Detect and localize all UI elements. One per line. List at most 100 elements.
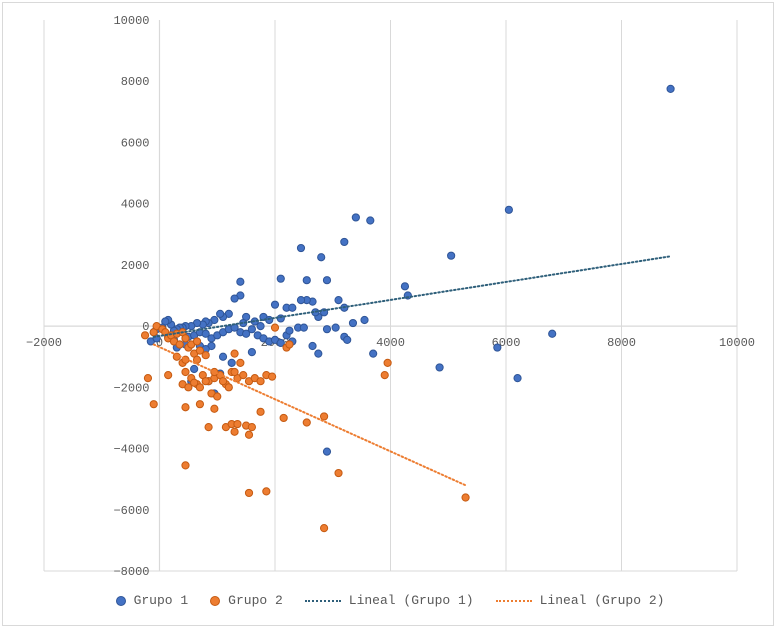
grupo-2-point bbox=[233, 419, 242, 429]
grupo-1-point bbox=[435, 363, 444, 372]
grupo-2-point bbox=[285, 340, 294, 349]
grupo-1-point bbox=[247, 348, 256, 357]
grupo-1-point bbox=[334, 295, 343, 305]
grupo-1-point bbox=[322, 325, 332, 334]
grupo-2-point bbox=[239, 370, 248, 380]
grupo-1-point bbox=[230, 294, 239, 303]
grupo-2-point bbox=[224, 383, 233, 392]
grupo-2-point bbox=[218, 377, 228, 386]
scatter-plot: −2000 0 2000 4000 6000 8000 10000 −8000 −6000 −40… bbox=[26, 14, 755, 579]
trendline-1 bbox=[152, 255, 672, 338]
grupo-2-point bbox=[181, 403, 190, 412]
grupo-2-point bbox=[181, 334, 190, 343]
grupo-2-point bbox=[192, 337, 202, 346]
grupo-1-point bbox=[270, 300, 280, 309]
grupo-1-point bbox=[343, 335, 352, 344]
y-tick-label: 2000 bbox=[121, 259, 150, 273]
legend-label-lineal-grupo-2: Lineal (Grupo 2) bbox=[539, 593, 665, 608]
y-tick-label: 8000 bbox=[121, 75, 150, 89]
grupo-2-point bbox=[383, 358, 392, 367]
x-tick-label: 0 bbox=[156, 336, 163, 350]
grupo-1-point bbox=[447, 251, 456, 260]
y-tick-label: −8000 bbox=[113, 565, 149, 579]
grupo-2-point bbox=[268, 372, 277, 381]
grupo-2-point bbox=[279, 413, 288, 423]
grupo-2-point bbox=[149, 400, 158, 409]
grupo-2-point bbox=[334, 468, 343, 478]
grupo-2-point bbox=[236, 358, 245, 367]
grupo-2-point bbox=[213, 392, 222, 401]
grupo-1-point bbox=[276, 314, 285, 323]
y-tick-label: −2000 bbox=[113, 381, 149, 395]
grupo-2-point bbox=[380, 370, 389, 380]
legend: Grupo 1 Grupo 2 Lineal (Grupo 1) Lineal … bbox=[0, 593, 780, 608]
grupo-1-point bbox=[348, 318, 358, 328]
y-tick-label: −4000 bbox=[113, 443, 149, 457]
grupo-2-point bbox=[244, 488, 254, 498]
grupo-1-point bbox=[236, 277, 245, 286]
grupo-1-point bbox=[242, 329, 251, 338]
grupo-2-point bbox=[195, 346, 205, 355]
grupo-2-point bbox=[230, 427, 239, 436]
grupo-2-point bbox=[140, 331, 150, 340]
grupo-1-point bbox=[360, 315, 369, 325]
grupo-2-point bbox=[256, 407, 265, 416]
grupo-1-point bbox=[201, 329, 210, 338]
x-tick-label: −2000 bbox=[26, 336, 62, 350]
grupo-2-point bbox=[262, 487, 271, 496]
grupo-1-point bbox=[288, 303, 297, 312]
grupo-1-point bbox=[256, 322, 265, 331]
grupo-1-point bbox=[227, 358, 236, 367]
grupo-2-point bbox=[164, 370, 173, 380]
grupo-1-point bbox=[299, 323, 308, 332]
grupo-1-point bbox=[296, 243, 306, 253]
grupo-1-point bbox=[340, 237, 349, 247]
grupo-1-point bbox=[308, 341, 317, 351]
grupo-2-point bbox=[201, 351, 210, 360]
trendline-2-swatch-icon bbox=[495, 599, 532, 602]
grupo-1-point bbox=[366, 216, 375, 225]
grupo-1-point bbox=[351, 213, 360, 222]
grupo-1-point bbox=[369, 349, 378, 358]
grupo-2-point bbox=[184, 383, 193, 392]
x-tick-label: 10000 bbox=[719, 336, 755, 350]
legend-item-grupo-1[interactable]: Grupo 1 bbox=[115, 593, 189, 608]
grupo-1-point bbox=[493, 343, 502, 352]
grupo-2-point bbox=[270, 323, 280, 332]
y-tick-label: 6000 bbox=[121, 136, 150, 150]
grupo-1-point bbox=[265, 315, 274, 325]
grupo-2-point bbox=[319, 524, 329, 533]
grupo-1-marker-icon bbox=[115, 595, 126, 606]
x-tick-label: 8000 bbox=[607, 336, 636, 350]
grupo-2-point bbox=[181, 461, 190, 470]
grupo-2-point bbox=[195, 400, 205, 409]
grupo-2-point bbox=[256, 377, 265, 386]
legend-item-lineal-grupo-2[interactable]: Lineal (Grupo 2) bbox=[495, 593, 665, 608]
grupo-2-point bbox=[190, 378, 199, 387]
grupo-2-point bbox=[201, 377, 210, 386]
grupo-1-point bbox=[247, 325, 256, 334]
x-tick-label: 4000 bbox=[376, 336, 405, 350]
grupo-1-point bbox=[190, 364, 199, 374]
legend-label-grupo-1: Grupo 1 bbox=[133, 593, 189, 608]
grupo-1-point bbox=[331, 323, 340, 332]
legend-item-grupo-2[interactable]: Grupo 2 bbox=[210, 593, 283, 608]
grupo-1-point bbox=[322, 276, 332, 285]
chart-area bbox=[2, 2, 774, 626]
grupo-2-point bbox=[319, 412, 329, 421]
grupo-2-point bbox=[244, 430, 254, 439]
grupo-1-point bbox=[314, 349, 323, 358]
y-tick-label: 10000 bbox=[113, 14, 149, 28]
y-tick-label: 0 bbox=[142, 320, 149, 334]
grupo-1-point bbox=[400, 282, 410, 291]
grupo-2-point bbox=[210, 404, 219, 413]
legend-label-lineal-grupo-1: Lineal (Grupo 1) bbox=[348, 593, 474, 608]
trendline-2 bbox=[152, 343, 467, 487]
grupo-1-point bbox=[276, 338, 285, 348]
grupo-2-marker-icon bbox=[210, 595, 221, 606]
grupo-1-point bbox=[276, 274, 285, 283]
y-tick-label: 4000 bbox=[121, 198, 150, 212]
legend-item-lineal-grupo-1[interactable]: Lineal (Grupo 1) bbox=[304, 593, 474, 608]
grupo-1-point bbox=[548, 329, 557, 338]
grupo-1-point bbox=[504, 205, 513, 214]
